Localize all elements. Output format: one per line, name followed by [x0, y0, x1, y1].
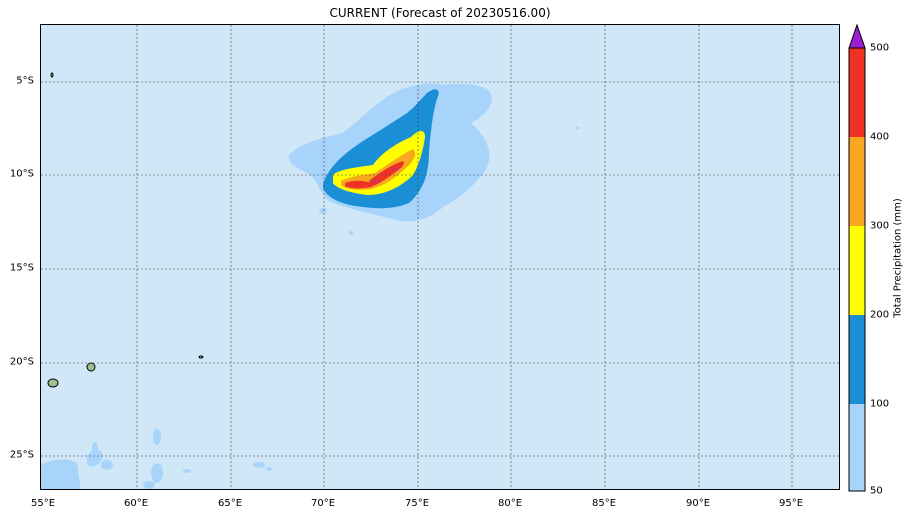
colorbar-band-200-300	[849, 226, 865, 315]
x-tick-label: 65°E	[217, 498, 243, 509]
x-tick-label: 95°E	[778, 498, 804, 509]
precip-300-400	[341, 149, 416, 190]
island-rodrigues	[198, 355, 204, 359]
x-tick-label: 90°E	[685, 498, 711, 509]
colorbar-band-50-100	[849, 404, 865, 491]
y-tick-label: 20°S	[9, 356, 34, 368]
colorbar-extend-arrow	[848, 24, 866, 49]
y-tick-label: 15°S	[9, 262, 34, 274]
x-tick-label: 60°E	[123, 498, 149, 509]
islands	[47, 72, 204, 388]
precip-core	[370, 167, 399, 183]
colorbar-tick-label: 200	[870, 309, 890, 321]
colorbar-tick-label: 400	[870, 131, 890, 143]
map-panel	[40, 24, 840, 490]
colorbar-band-400-500	[849, 48, 865, 137]
x-tick-label: 55°E	[30, 498, 56, 509]
x-tick-label: 75°E	[404, 498, 430, 509]
y-tick-label: 5°S	[16, 75, 34, 87]
colorbar-band-100-200	[849, 315, 865, 404]
colorbar-title: Total Precipitation (mm)	[892, 198, 904, 318]
x-tick-label: 80°E	[497, 498, 523, 509]
colorbar-tick-label: 500	[870, 42, 890, 54]
island-north	[50, 72, 54, 78]
colorbar-tick-label: 300	[870, 220, 890, 232]
colorbar-tick-label: 100	[870, 398, 890, 410]
x-tick-label: 70°E	[310, 498, 336, 509]
precipitation-map	[41, 25, 839, 489]
colorbar-tick-label: 50	[870, 485, 883, 497]
map-title: CURRENT (Forecast of 20230516.00)	[329, 6, 551, 20]
island-reunion	[47, 378, 59, 388]
x-tick-label: 85°E	[591, 498, 617, 509]
gridlines	[41, 25, 839, 489]
y-tick-label: 25°S	[9, 449, 34, 461]
precip-50-100	[41, 83, 579, 489]
colorbar-band-300-400	[849, 137, 865, 226]
colorbar	[848, 24, 866, 492]
y-tick-label: 10°S	[9, 168, 34, 180]
island-mauritius	[86, 362, 96, 372]
